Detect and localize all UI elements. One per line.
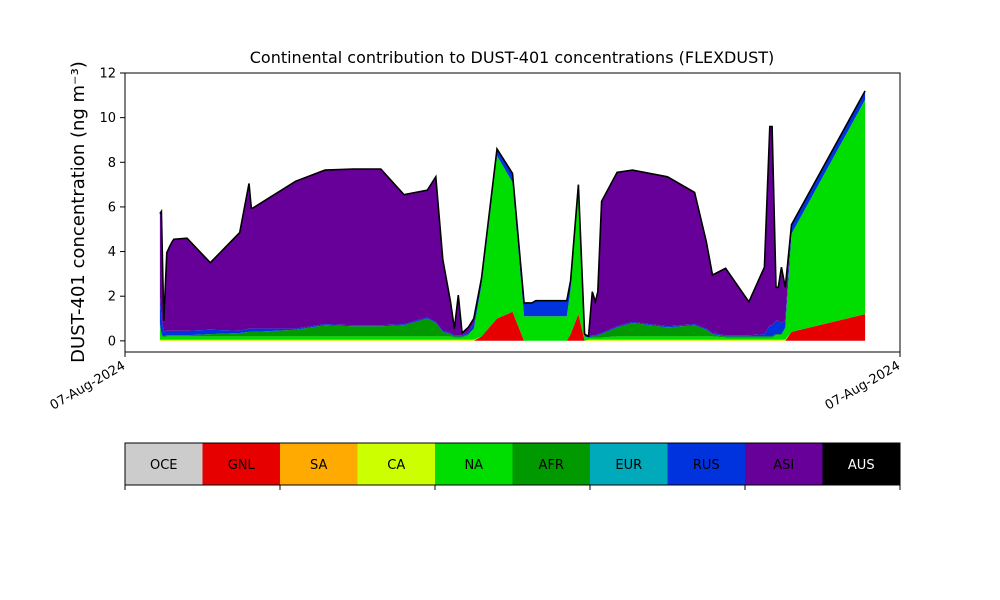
legend-label-sa: SA — [310, 458, 327, 473]
legend-label-gnl: GNL — [228, 458, 256, 473]
y-tick-label: 6 — [108, 200, 116, 215]
legend-swatch-afr — [512, 443, 591, 485]
area-gnl — [159, 311, 866, 341]
legend-label-asi: ASI — [773, 458, 794, 473]
y-tick-label: 4 — [108, 245, 116, 260]
legend-frame — [124, 442, 901, 486]
legend-swatch-ca — [357, 443, 436, 485]
y-tick-label: 2 — [108, 290, 116, 305]
legend-label-oce: OCE — [150, 458, 178, 473]
x-tick-label: 07-Aug-2024 — [48, 358, 128, 413]
y-tick-label: 0 — [108, 334, 116, 349]
y-tick-label: 8 — [108, 156, 116, 171]
total-concentration-line — [159, 90, 866, 338]
legend-colorbar: OCE GNL SA CA NA AFR EUR RUS ASI AUS — [124, 442, 901, 490]
legend-label-rus: RUS — [693, 458, 720, 473]
legend-label-na: NA — [464, 458, 483, 473]
legend-swatch-na — [435, 443, 513, 485]
legend-swatch-sa — [280, 443, 358, 485]
x-axis: 07-Aug-2024 07-Aug-2024 — [48, 352, 903, 414]
legend-swatch-gnl — [202, 443, 281, 485]
area-asi — [159, 90, 866, 337]
legend-swatch-rus — [667, 443, 746, 485]
legend-swatch-aus — [822, 443, 901, 485]
legend-label-aus: AUS — [848, 458, 875, 473]
x-tick-label: 07-Aug-2024 — [823, 358, 903, 413]
legend-label-afr: AFR — [539, 458, 564, 473]
legend-swatch-oce — [125, 443, 203, 485]
legend-swatch-asi — [745, 443, 823, 485]
y-tick-label: 12 — [99, 67, 116, 82]
y-tick-label: 10 — [99, 111, 116, 126]
plot-frame — [124, 72, 901, 353]
legend-label-ca: CA — [387, 458, 405, 473]
legend-swatch-eur — [590, 443, 668, 485]
legend-label-eur: EUR — [615, 458, 642, 473]
y-axis: 0 2 4 6 8 10 12 — [99, 67, 125, 349]
chart-title: Continental contribution to DUST-401 con… — [250, 48, 775, 67]
stacked-areas — [159, 90, 866, 341]
y-axis-label: DUST-401 concentration (ng m⁻³) — [68, 61, 89, 363]
area-na — [159, 99, 866, 341]
